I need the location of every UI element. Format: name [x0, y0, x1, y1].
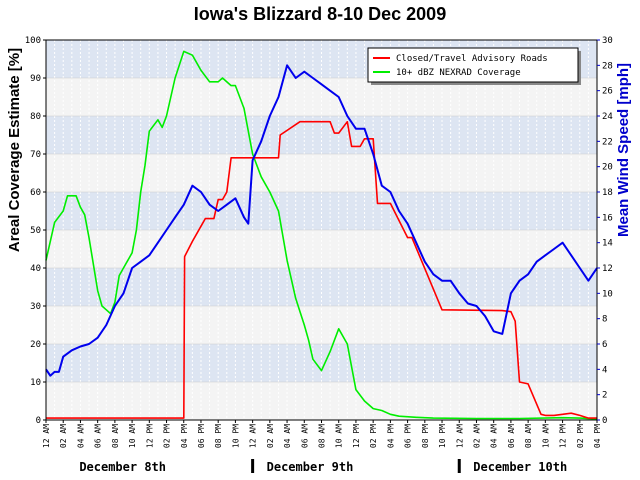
x-tick-label: 02 PM [576, 424, 585, 448]
x-tick-label: 06 AM [94, 424, 103, 448]
date-label: December 8th [79, 460, 166, 474]
left-tick-label: 30 [30, 302, 41, 312]
right-tick-label: 8 [602, 315, 607, 325]
x-tick-label: 12 AM [249, 424, 258, 448]
legend-label: Closed/Travel Advisory Roads [396, 54, 548, 64]
x-tick-label: 06 AM [507, 424, 516, 448]
x-tick-label: 06 AM [300, 424, 309, 448]
background-band [46, 344, 597, 382]
series-line-1 [46, 120, 597, 419]
left-tick-label: 70 [30, 150, 41, 160]
left-tick-label: 0 [36, 416, 41, 426]
right-tick-label: 6 [602, 340, 607, 350]
x-tick-label: 04 PM [593, 424, 602, 448]
x-tick-label: 12 PM [559, 424, 568, 448]
horizontal-gridlines [46, 77, 597, 383]
left-tick-label: 60 [30, 188, 41, 198]
x-tick-label: 02 PM [163, 424, 172, 448]
left-tick-label: 50 [30, 226, 41, 236]
right-tick-label: 10 [602, 289, 613, 299]
x-tick-label: 04 AM [490, 424, 499, 448]
x-tick-label: 04 AM [76, 424, 85, 448]
right-tick-label: 12 [602, 264, 613, 274]
date-separator [457, 459, 461, 473]
legend-label: 10+ dBZ NEXRAD Coverage [396, 68, 521, 78]
left-axis-ticks: 0 10 20 30 40 50 60 70 80 90 100 [25, 36, 46, 426]
x-tick-label: 04 PM [386, 424, 395, 448]
left-tick-label: 20 [30, 340, 41, 350]
legend-box [367, 47, 579, 83]
left-tick-label: 100 [25, 36, 41, 46]
date-separator [251, 459, 255, 473]
x-tick-label: 02 AM [473, 424, 482, 448]
right-tick-label: 18 [602, 188, 613, 198]
right-tick-label: 4 [602, 365, 607, 375]
x-tick-label: 10 AM [541, 424, 550, 448]
series-line-2 [45, 50, 598, 420]
y-axis-label: Areal Coverage Estimate [%] [6, 48, 23, 252]
right-tick-label: 28 [602, 61, 613, 71]
legend: Closed/Travel Advisory Roads 10+ dBZ NEXR… [367, 47, 581, 85]
x-tick-label: 04 AM [283, 424, 292, 448]
chart-title: Iowa's Blizzard 8-10 Dec 2009 [194, 4, 446, 24]
date-label: December 10th [473, 460, 567, 474]
right-tick-label: 26 [602, 87, 613, 97]
x-tick-label: 02 AM [59, 424, 68, 448]
left-tick-label: 90 [30, 74, 41, 84]
x-tick-label: 06 PM [404, 424, 413, 448]
x-tick-label: 02 AM [266, 424, 275, 448]
x-tick-label: 10 AM [128, 424, 137, 448]
right-tick-label: 14 [602, 239, 613, 249]
right-tick-label: 20 [602, 163, 613, 173]
left-tick-label: 80 [30, 112, 41, 122]
x-tick-label: 08 PM [421, 424, 430, 448]
x-tick-label: 12 PM [145, 424, 154, 448]
date-labels: December 8th December 9th December 10th [79, 459, 567, 474]
x-tick-label: 04 PM [180, 424, 189, 448]
x-tick-label: 10 PM [231, 424, 240, 448]
left-tick-label: 40 [30, 264, 41, 274]
x-tick-label: 08 PM [214, 424, 223, 448]
series-line-3 [45, 64, 598, 377]
right-tick-label: 22 [602, 137, 613, 147]
right-tick-label: 24 [602, 112, 613, 122]
series-layer [45, 50, 598, 420]
date-label: December 9th [267, 460, 354, 474]
x-tick-label: 10 AM [335, 424, 344, 448]
background-band [46, 268, 597, 306]
y2-axis-label: Mean Wind Speed [mph] [615, 63, 632, 237]
x-tick-label: 08 AM [111, 424, 120, 448]
x-tick-label: 08 AM [524, 424, 533, 448]
right-tick-label: 30 [602, 36, 613, 46]
x-tick-label: 12 AM [42, 424, 51, 448]
x-tick-label: 12 PM [352, 424, 361, 448]
x-tick-label: 02 PM [369, 424, 378, 448]
x-tick-label: 06 PM [197, 424, 206, 448]
x-tick-label: 08 AM [318, 424, 327, 448]
right-tick-label: 2 [602, 391, 607, 401]
left-tick-label: 10 [30, 378, 41, 388]
right-tick-label: 0 [602, 416, 607, 426]
x-tick-label: 10 PM [438, 424, 447, 448]
x-tick-label: 12 AM [455, 424, 464, 448]
right-tick-label: 16 [602, 213, 613, 223]
x-axis-ticks: 12 AM 02 AM 04 AM 06 AM 08 AM 10 AM 12 PM 02 PM… [42, 420, 602, 448]
